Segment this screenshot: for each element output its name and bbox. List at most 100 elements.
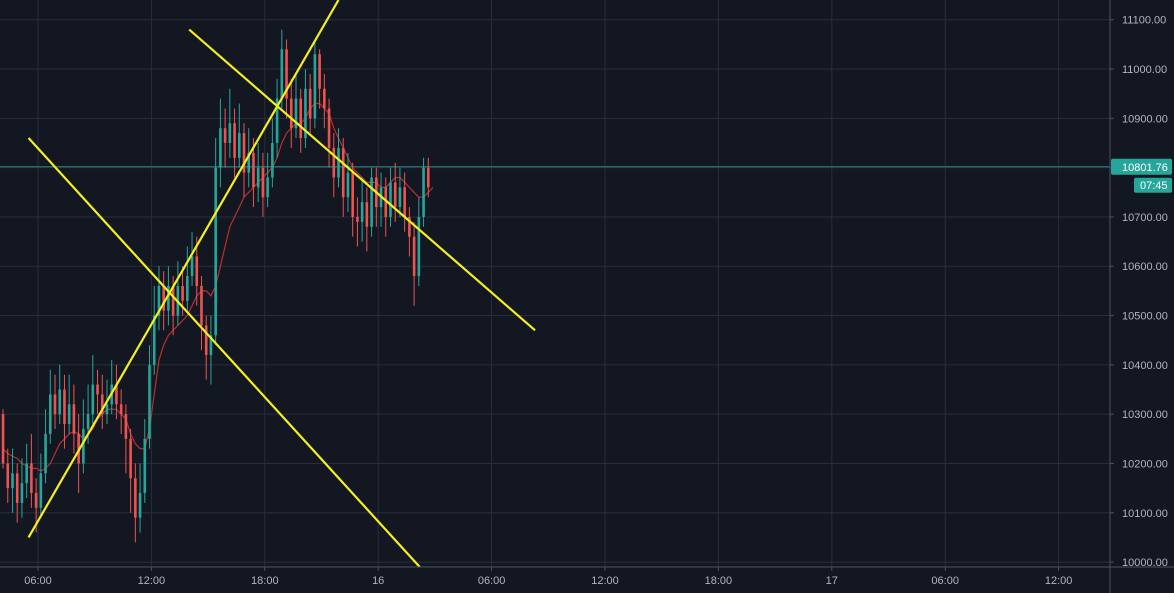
candle[interactable] [67, 374, 71, 434]
candle[interactable] [412, 221, 416, 306]
candle[interactable] [360, 177, 364, 242]
candle[interactable] [308, 73, 312, 134]
candle[interactable] [323, 73, 326, 129]
candle[interactable] [256, 142, 260, 203]
trendline-1[interactable] [27, 137, 421, 568]
candle[interactable] [204, 315, 208, 380]
candle[interactable] [20, 458, 24, 518]
candle[interactable] [294, 73, 298, 139]
candle[interactable] [237, 103, 241, 168]
candle[interactable] [115, 364, 118, 420]
candle[interactable] [134, 463, 137, 543]
candle[interactable] [53, 374, 57, 429]
candle-body [91, 384, 95, 415]
candle[interactable] [157, 266, 161, 331]
candle[interactable] [200, 276, 203, 351]
candle[interactable] [426, 157, 430, 198]
candle-body [148, 364, 151, 439]
candle[interactable] [242, 123, 246, 198]
candle[interactable] [1, 409, 5, 469]
candle[interactable] [351, 162, 354, 237]
candle[interactable] [365, 187, 369, 252]
candle[interactable] [313, 39, 317, 129]
candle[interactable] [124, 404, 128, 474]
candle[interactable] [119, 389, 123, 434]
candle-body [318, 54, 321, 89]
candle[interactable] [389, 167, 392, 227]
candle[interactable] [422, 157, 425, 227]
trendline-2[interactable] [27, 0, 340, 538]
candle[interactable] [63, 374, 66, 449]
candle[interactable] [96, 369, 99, 415]
candle[interactable] [280, 29, 284, 109]
candle-body [44, 433, 47, 474]
candle-body [1, 414, 5, 464]
candle[interactable] [337, 128, 340, 188]
trendlines-layer[interactable] [27, 0, 536, 568]
candle[interactable] [341, 138, 345, 217]
candle-body [275, 98, 279, 143]
candle[interactable] [209, 315, 213, 385]
candle[interactable] [233, 108, 236, 178]
candle[interactable] [398, 167, 402, 217]
candle[interactable] [91, 354, 95, 425]
candle-body [370, 177, 373, 227]
candle[interactable] [408, 207, 411, 257]
candle[interactable] [138, 463, 142, 533]
candle[interactable] [148, 345, 151, 449]
candle-body [412, 236, 416, 277]
candle[interactable] [271, 118, 274, 188]
y-tick-label: 10300.00 [1122, 409, 1168, 421]
candle[interactable] [219, 98, 222, 188]
candle[interactable] [44, 409, 47, 484]
candle[interactable] [417, 197, 421, 286]
candle[interactable] [346, 152, 350, 213]
candle[interactable] [129, 428, 132, 513]
candle-body [134, 478, 137, 518]
candle[interactable] [393, 162, 397, 222]
candle[interactable] [356, 197, 359, 247]
candle[interactable] [11, 448, 14, 513]
candle[interactable] [304, 69, 307, 148]
candles-layer[interactable] [1, 29, 430, 543]
candle[interactable] [30, 433, 33, 508]
candle[interactable] [332, 133, 336, 198]
candle[interactable] [58, 364, 62, 425]
candle[interactable] [72, 384, 76, 454]
candle[interactable] [384, 177, 388, 237]
y-tick-label: 10200.00 [1122, 458, 1168, 470]
trendline-3[interactable] [188, 28, 536, 332]
candle[interactable] [190, 231, 194, 286]
candle[interactable] [39, 453, 43, 518]
candle[interactable] [48, 369, 52, 444]
candle[interactable] [186, 246, 189, 311]
candle-body [365, 202, 369, 227]
candle[interactable] [275, 78, 279, 158]
candle[interactable] [15, 463, 19, 523]
candle[interactable] [370, 167, 373, 237]
candle[interactable] [195, 236, 199, 306]
candle[interactable] [82, 399, 85, 474]
x-tick-label: 12:00 [1045, 575, 1073, 587]
y-tick-label: 10400.00 [1122, 360, 1168, 372]
candle-body [422, 167, 425, 217]
candle[interactable] [289, 78, 293, 148]
candle[interactable] [228, 88, 232, 158]
candle[interactable] [143, 419, 147, 503]
candle[interactable] [162, 271, 165, 331]
candle[interactable] [327, 98, 331, 168]
candle[interactable] [214, 138, 217, 346]
candle[interactable] [6, 448, 10, 503]
candle[interactable] [299, 88, 303, 153]
candle-body [308, 88, 312, 119]
candle[interactable] [285, 39, 288, 119]
candle[interactable] [152, 285, 156, 375]
candle[interactable] [223, 108, 227, 168]
candle[interactable] [25, 443, 28, 498]
candle[interactable] [100, 374, 104, 429]
candle[interactable] [266, 152, 269, 208]
candle[interactable] [318, 49, 321, 109]
candle[interactable] [261, 152, 265, 217]
candle[interactable] [403, 172, 406, 232]
